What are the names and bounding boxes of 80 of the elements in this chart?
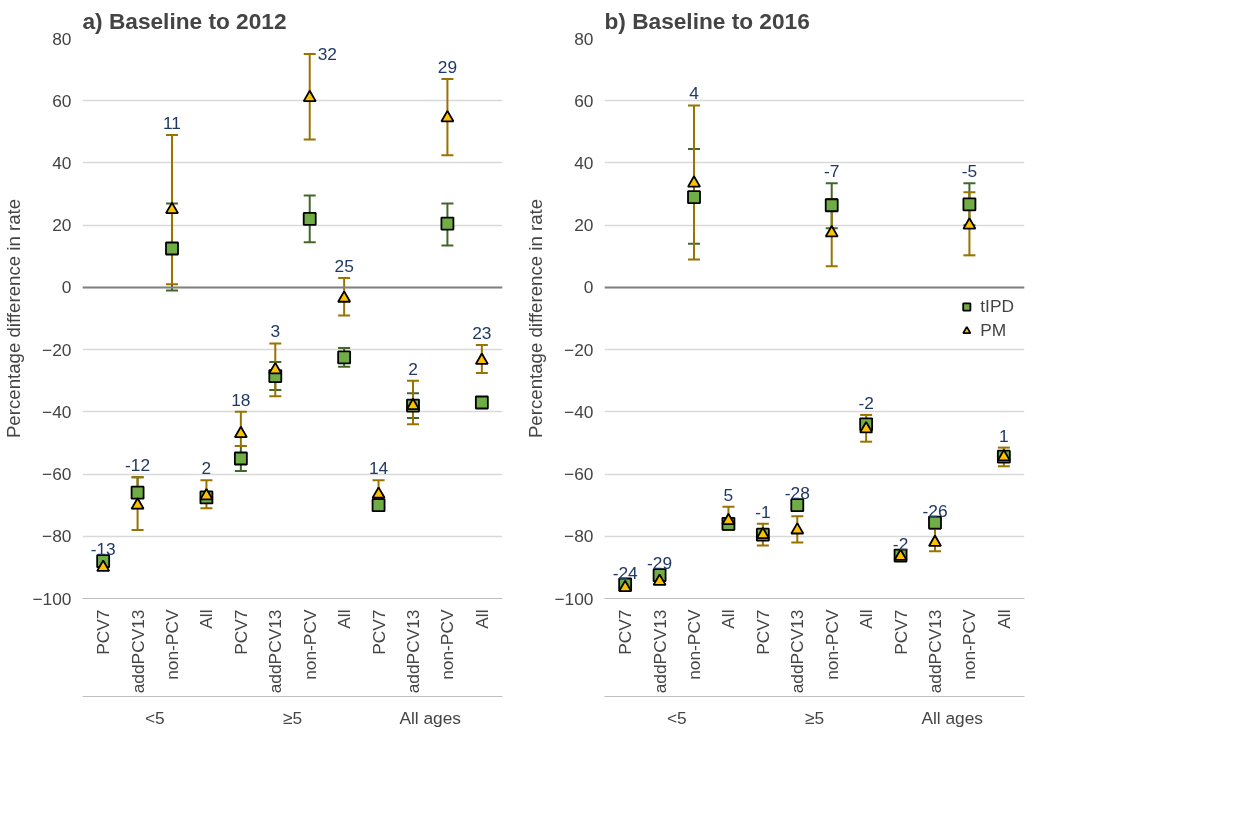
- y-tick-label: −40: [564, 401, 594, 422]
- text: <5: [144, 707, 165, 728]
- y-axis-title: Percentage difference in rate: [525, 198, 547, 439]
- x-tick-label: PCV7: [615, 609, 636, 655]
- y-tick-label: −20: [564, 339, 594, 360]
- y-tick-label: 80: [574, 28, 594, 49]
- x-tick-label: PCV7: [890, 609, 911, 655]
- x-tick-label: PCV7: [368, 609, 389, 655]
- legend-label: PM: [980, 319, 1007, 341]
- x-tick-label: non-PCV: [299, 609, 320, 680]
- annotation: 14: [368, 458, 389, 479]
- chart-title: b) Baseline to 2016: [604, 7, 810, 34]
- annotation: -24: [612, 562, 639, 583]
- annotation: 32: [317, 44, 337, 65]
- annotation: -5: [961, 161, 978, 182]
- x-tick-label: addPCV13: [649, 609, 670, 694]
- text: All ages: [399, 707, 462, 728]
- annotation: 2: [408, 358, 418, 379]
- x-tick-label: PCV7: [93, 609, 114, 655]
- annotation: -13: [90, 539, 116, 560]
- y-tick-label: −100: [554, 588, 594, 609]
- x-tick-label: addPCV13: [402, 609, 423, 694]
- annotation: 25: [334, 256, 354, 277]
- annotation: 4: [689, 83, 700, 104]
- annotation: -1: [755, 501, 771, 522]
- y-tick-label: 60: [52, 90, 72, 111]
- y-tick-label: −60: [42, 464, 72, 485]
- x-tick-label: PCV7: [230, 609, 251, 655]
- annotation: -2: [892, 533, 909, 554]
- x-tick-label: PCV7: [752, 609, 773, 655]
- annotation: 3: [270, 321, 281, 342]
- annotation: 2: [201, 458, 212, 479]
- annotation: 11: [163, 112, 182, 133]
- chart-title: a) Baseline to 2012: [82, 7, 287, 34]
- x-tick-label: non-PCV: [437, 609, 458, 680]
- x-tick-label: All: [993, 609, 1014, 629]
- x-tick-label: All: [856, 609, 877, 629]
- y-tick-label: 0: [583, 277, 594, 298]
- annotation: 29: [437, 56, 458, 77]
- y-tick-label: −80: [42, 526, 72, 547]
- text: ≥5: [282, 707, 303, 728]
- text: <5: [666, 707, 687, 728]
- annotation: -12: [125, 455, 151, 476]
- y-tick-label: 80: [52, 28, 72, 49]
- x-tick-label: All: [196, 609, 217, 629]
- y-tick-label: 0: [61, 277, 72, 298]
- annotation: -26: [922, 500, 948, 521]
- x-tick-label: addPCV13: [265, 609, 286, 694]
- annotation: -2: [858, 392, 874, 413]
- y-tick-label: 40: [574, 152, 594, 173]
- y-tick-label: −100: [32, 588, 72, 609]
- annotation: 1: [999, 425, 1009, 446]
- annotation: -28: [784, 483, 810, 504]
- y-tick-label: 60: [574, 90, 594, 111]
- y-tick-label: 20: [52, 215, 72, 236]
- y-tick-label: −60: [564, 464, 594, 485]
- x-tick-label: All: [334, 609, 355, 629]
- y-tick-label: 20: [574, 215, 594, 236]
- annotation: -29: [647, 553, 673, 574]
- legend-label: tIPD: [980, 295, 1014, 317]
- text: ≥5: [804, 707, 825, 728]
- x-tick-label: non-PCV: [821, 609, 842, 680]
- annotation: 18: [231, 389, 251, 410]
- annotation: -7: [824, 161, 840, 182]
- x-tick-label: addPCV13: [127, 609, 148, 694]
- y-tick-label: −20: [42, 339, 72, 360]
- y-tick-label: −80: [564, 526, 594, 547]
- y-tick-label: −40: [42, 401, 72, 422]
- y-axis-title: Percentage difference in rate: [3, 198, 25, 439]
- x-tick-label: All: [718, 609, 739, 629]
- x-tick-label: non-PCV: [162, 609, 183, 680]
- annotation: 5: [723, 484, 734, 505]
- x-tick-label: addPCV13: [924, 609, 945, 694]
- x-tick-label: non-PCV: [959, 609, 980, 680]
- x-tick-label: All: [471, 609, 492, 629]
- annotation: 23: [472, 322, 492, 343]
- y-tick-label: 40: [52, 152, 72, 173]
- text: All ages: [921, 707, 984, 728]
- x-tick-label: non-PCV: [684, 609, 705, 680]
- x-tick-label: addPCV13: [787, 609, 808, 694]
